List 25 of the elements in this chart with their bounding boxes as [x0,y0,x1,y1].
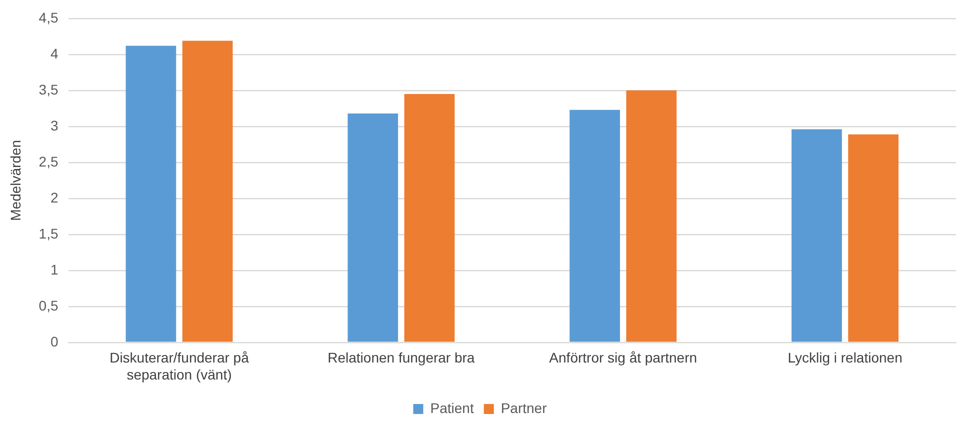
y-tick-label: 3 [50,117,58,134]
bar [626,90,677,342]
y-tick-label: 4 [50,45,58,62]
y-tick-label: 4,5 [38,9,58,26]
x-tick-label: Diskuterar/funderar på separation (vänt) [110,350,250,382]
y-axis-title: Medelvärden [7,140,24,221]
bar [792,129,842,342]
x-tick-label: Relationen fungerar bra [328,350,475,366]
y-tick-label: 2,5 [38,153,58,170]
y-tick-label: 3,5 [38,81,58,98]
x-tick-label: Lycklig i relationen [788,350,902,366]
y-tick-label: 0,5 [38,297,58,314]
bar [182,40,233,342]
y-tick-label: 1,5 [38,225,58,242]
legend-label: Partner [500,400,548,416]
bar [404,94,455,342]
bar [848,134,899,342]
bar [570,110,620,342]
x-tick-label: Anförtror sig åt partnern [549,350,698,366]
y-tick-label: 2 [50,189,58,206]
y-tick-label: 1 [50,261,58,278]
bar [348,113,398,342]
y-tick-label: 0 [50,333,58,350]
bar [126,46,176,342]
legend-label: Patient [430,400,474,416]
